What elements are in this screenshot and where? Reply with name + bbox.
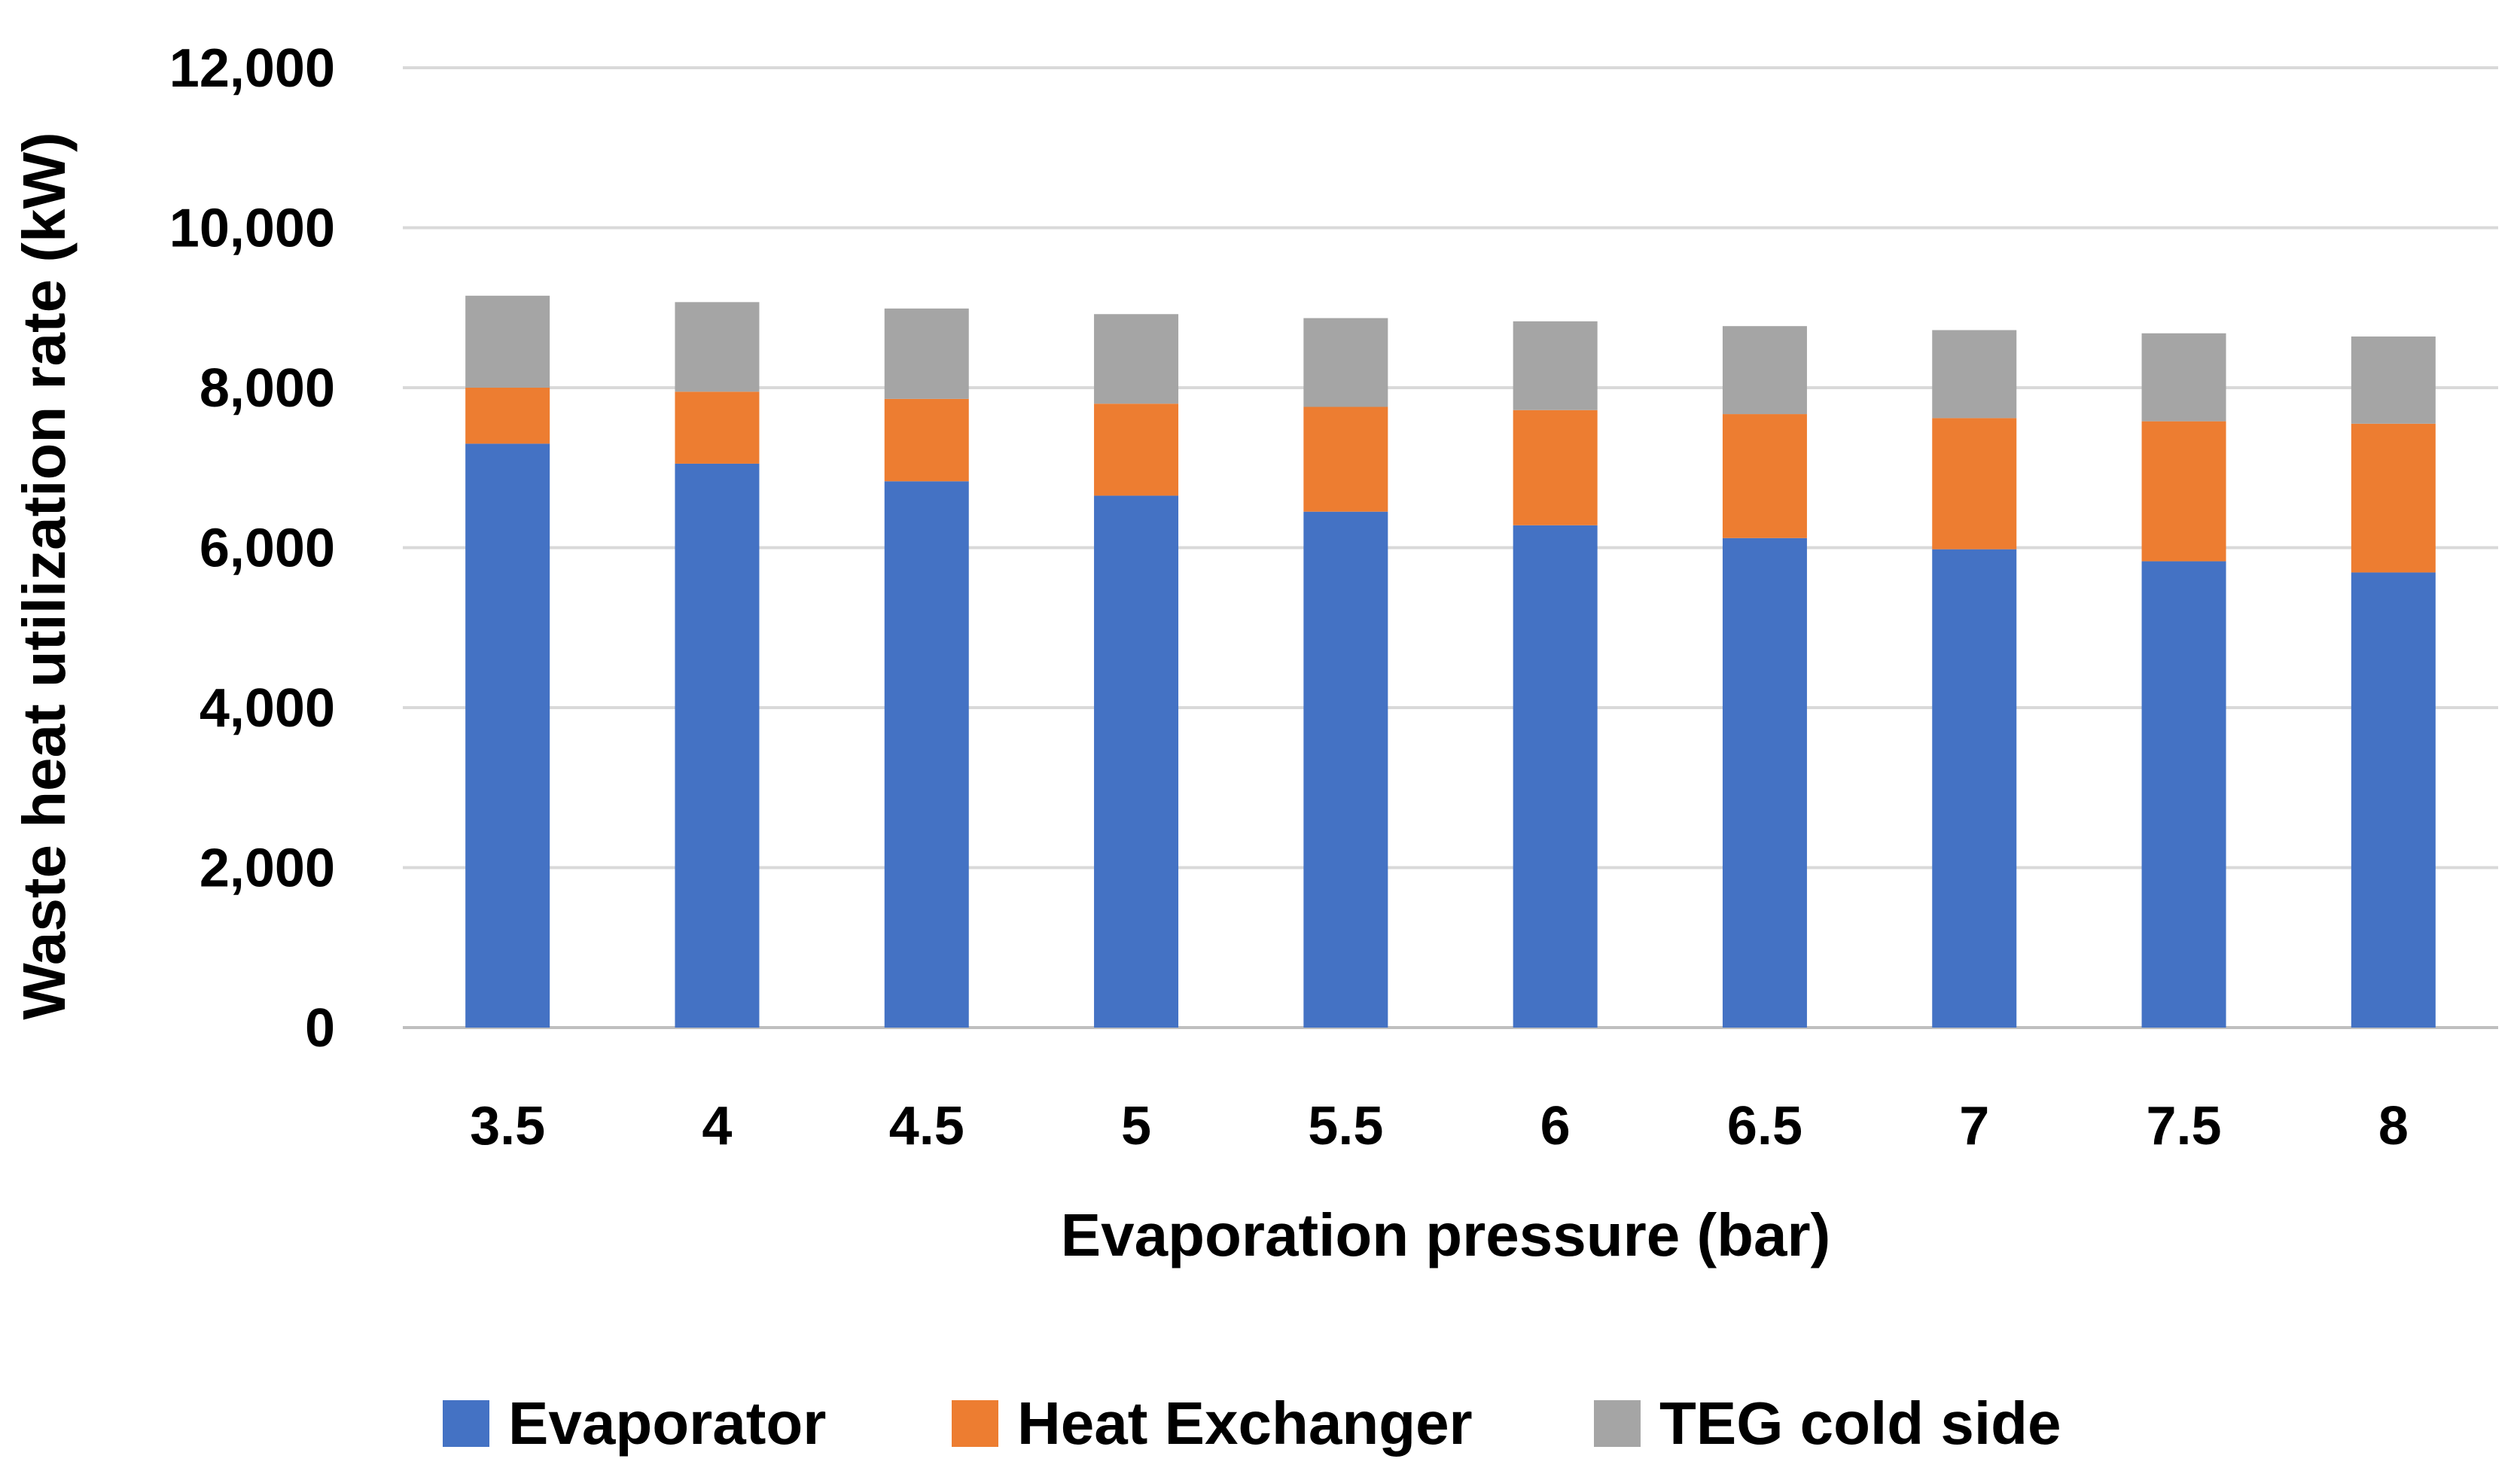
x-tick-label: 6.5 [1727, 1096, 1802, 1156]
legend-label-heat-exchanger: Heat Exchanger [1017, 1390, 1473, 1457]
bar-heat-exchanger-5 [1094, 404, 1179, 496]
x-axis-ticks: 3.5 4 4.5 5 5.5 6 6.5 7 7.5 8 [470, 1096, 2409, 1156]
legend-label-teg-cold-side: TEG cold side [1659, 1390, 2061, 1457]
bar-heat-exchanger-7.5 [2141, 421, 2226, 562]
bar-heat-exchanger-3.5 [465, 388, 550, 444]
bar-evaporator-7 [1932, 549, 2017, 1028]
bar-heat-exchanger-6.5 [1722, 414, 1807, 538]
bar-teg-cold-side-7 [1932, 330, 2017, 419]
bar-evaporator-6 [1513, 525, 1598, 1028]
bar-evaporator-5 [1094, 495, 1179, 1028]
bar-teg-cold-side-6 [1513, 321, 1598, 410]
legend: Evaporator Heat Exchanger TEG cold side [443, 1390, 2061, 1457]
bar-evaporator-6.5 [1722, 538, 1807, 1028]
bar-evaporator-8 [2351, 572, 2436, 1028]
y-axis-title: Waste heat utilization rate (kW) [11, 132, 78, 1019]
bar-evaporator-4.5 [884, 481, 969, 1028]
x-tick-label: 4.5 [889, 1096, 964, 1156]
y-tick-label: 10,000 [169, 199, 335, 259]
bar-teg-cold-side-4.5 [884, 308, 969, 399]
y-tick-label: 8,000 [200, 358, 335, 419]
bar-heat-exchanger-4.5 [884, 398, 969, 482]
x-tick-label: 6 [1540, 1096, 1571, 1156]
bar-heat-exchanger-8 [2351, 423, 2436, 573]
y-tick-label: 0 [305, 998, 335, 1058]
bar-evaporator-5.5 [1303, 511, 1388, 1028]
bar-teg-cold-side-5 [1094, 314, 1179, 404]
y-tick-label: 6,000 [200, 519, 335, 579]
x-axis-title: Evaporation pressure (bar) [1061, 1201, 1831, 1268]
y-axis-ticks: 0 2,000 4,000 6,000 8,000 10,000 12,000 [169, 38, 335, 1058]
legend-swatch-heat-exchanger [952, 1400, 998, 1447]
x-tick-label: 8 [2378, 1096, 2409, 1156]
y-tick-label: 12,000 [169, 38, 335, 99]
bar-teg-cold-side-8 [2351, 337, 2436, 424]
bar-evaporator-7.5 [2141, 561, 2226, 1028]
x-tick-label: 7.5 [2147, 1096, 2222, 1156]
bar-heat-exchanger-6 [1513, 410, 1598, 525]
bars [465, 295, 2436, 1028]
bar-heat-exchanger-5.5 [1303, 407, 1388, 512]
y-tick-label: 4,000 [200, 678, 335, 738]
bar-evaporator-3.5 [465, 443, 550, 1028]
x-tick-label: 3.5 [470, 1096, 545, 1156]
legend-label-evaporator: Evaporator [508, 1390, 826, 1457]
x-tick-label: 5.5 [1308, 1096, 1383, 1156]
legend-swatch-evaporator [443, 1400, 489, 1447]
bar-teg-cold-side-6.5 [1722, 326, 1807, 415]
bar-teg-cold-side-7.5 [2141, 333, 2226, 422]
bar-teg-cold-side-3.5 [465, 295, 550, 388]
bar-evaporator-4 [675, 463, 760, 1028]
bar-teg-cold-side-4 [675, 302, 760, 392]
x-tick-label: 5 [1121, 1096, 1151, 1156]
y-tick-label: 2,000 [200, 839, 335, 899]
legend-swatch-teg-cold-side [1594, 1400, 1641, 1447]
bar-teg-cold-side-5.5 [1303, 318, 1388, 407]
x-tick-label: 4 [702, 1096, 732, 1156]
bar-heat-exchanger-7 [1932, 418, 2017, 550]
x-tick-label: 7 [1959, 1096, 1989, 1156]
bar-heat-exchanger-4 [675, 391, 760, 464]
